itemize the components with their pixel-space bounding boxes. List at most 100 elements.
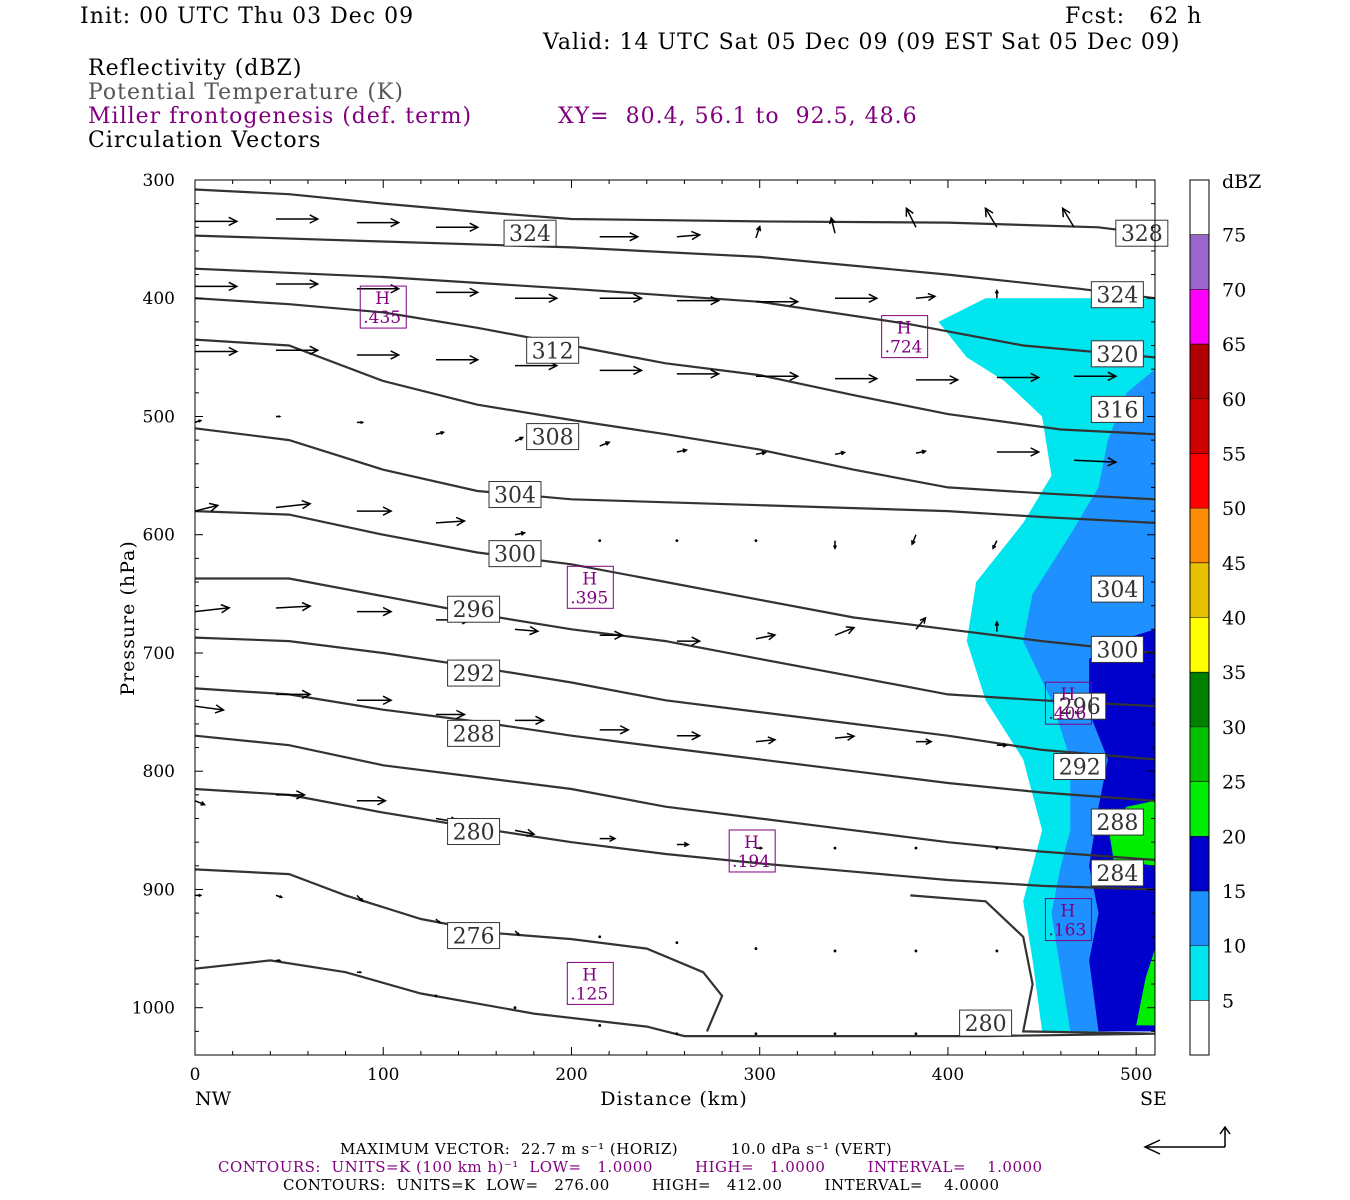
circulation-vector-head — [683, 841, 690, 848]
y-tick-label: 700 — [143, 644, 175, 664]
circulation-vector-head — [278, 959, 282, 962]
x-left-endpoint: NW — [195, 1088, 232, 1110]
frontogenesis-max-box — [359, 285, 407, 329]
theta-label: 300 — [1096, 638, 1138, 663]
theta-label: 308 — [532, 426, 574, 451]
y-tick-label: 600 — [143, 526, 175, 546]
theta-label: 296 — [453, 598, 495, 623]
circulation-vector — [834, 735, 855, 739]
circulation-vector-head — [949, 375, 960, 385]
valid-time: Valid: 14 UTC Sat 05 Dec 09 (09 EST Sat … — [543, 30, 1181, 55]
frontogenesis-max-value: .163 — [1048, 921, 1086, 941]
circulation-vector-head — [301, 601, 312, 612]
colorbar-swatch — [1190, 234, 1209, 290]
x-tick-label: 0 — [190, 1065, 201, 1085]
colorbar-level-label: 60 — [1222, 389, 1246, 411]
frontogenesis-max-label: H — [375, 289, 390, 309]
circulation-vector-head — [456, 709, 467, 720]
circulation-vector-head — [845, 626, 856, 635]
colorbar-level-label: 15 — [1222, 881, 1246, 903]
circulation-vector-head — [437, 920, 441, 924]
circulation-vector-head — [755, 224, 762, 232]
circulation-vector — [755, 739, 776, 743]
theta-label-box — [1090, 859, 1144, 887]
circulation-vector — [675, 941, 679, 945]
field-label-vectors: Circulation Vectors — [88, 128, 322, 153]
circulation-vector-head — [469, 287, 480, 298]
theta-label: 288 — [453, 722, 495, 747]
circulation-vector — [275, 605, 311, 609]
frontogenesis-max-label: H — [582, 569, 597, 589]
theta-label-box — [526, 423, 580, 451]
colorbar-level-label: 25 — [1222, 772, 1246, 794]
reflectivity-region-20dbz — [1136, 948, 1155, 1026]
circulation-vector-head — [301, 499, 312, 510]
circulation-vector-head — [925, 738, 933, 746]
frontogenesis-max-box — [566, 565, 614, 609]
colorbar-level-label: 65 — [1222, 334, 1246, 356]
theta-contour-line — [194, 297, 1156, 436]
x-tick-label: 100 — [367, 1065, 399, 1085]
colorbar-swatch — [1190, 945, 1209, 1001]
theta-label-box — [503, 219, 557, 247]
y-axis-label: Pressure (hPa) — [117, 540, 139, 696]
frontogenesis-max-box — [881, 315, 929, 359]
theta-label: 292 — [453, 662, 495, 687]
circulation-vector-head — [629, 232, 640, 242]
circulation-vector — [754, 1032, 758, 1036]
circulation-vector-head — [279, 895, 284, 899]
colorbar-swatch — [1190, 836, 1209, 891]
theta-label-box — [1090, 281, 1144, 309]
circulation-vector-head — [1030, 372, 1041, 383]
circulation-vector — [675, 539, 679, 543]
colorbar: 5 10 15 20 25 30 35 40 45 50 55 60 65 70 75 — [1189, 179, 1246, 1056]
circulation-vector — [194, 705, 224, 711]
frontogenesis-max-box — [1044, 681, 1092, 725]
circulation-vector-head — [905, 206, 914, 217]
frontogenesis-max-value: .435 — [363, 308, 401, 328]
colorbar-level-label: 30 — [1222, 717, 1246, 739]
x-tick-label: 400 — [932, 1065, 964, 1085]
circulation-vector — [676, 234, 700, 238]
frontogenesis-contour-info: CONTOURS: UNITS=K (100 km h)⁻¹ LOW= 1.00… — [218, 1158, 1043, 1176]
circulation-vector-head — [1002, 742, 1009, 748]
theta-contour-line — [194, 338, 1156, 501]
circulation-vector-head — [789, 371, 800, 382]
circulation-vector-head — [789, 297, 800, 307]
colorbar-level-label: 10 — [1222, 936, 1246, 958]
circulation-vector-head — [759, 846, 764, 850]
max-vector-info: MAXIMUM VECTOR: 22.7 m s⁻¹ (HORIZ) 10.0 … — [340, 1140, 893, 1158]
colorbar-swatch — [1190, 508, 1209, 563]
circulation-vector-head — [832, 545, 838, 550]
colorbar-swatch — [1190, 726, 1209, 782]
circulation-vector-head — [1061, 206, 1071, 218]
theta-label-box — [1053, 752, 1107, 780]
circulation-vector — [514, 628, 538, 632]
theta-label-box — [1090, 575, 1144, 603]
circulation-vector — [915, 295, 936, 299]
x-tick-label: 200 — [555, 1065, 587, 1085]
theta-label-box — [959, 1009, 1013, 1037]
circulation-vector-head — [529, 625, 540, 636]
frontogenesis-max-box — [566, 961, 614, 1005]
colorbar-swatch — [1190, 289, 1209, 345]
frontogenesis-max-label: H — [897, 319, 912, 339]
circulation-vector-head — [198, 893, 203, 898]
circulation-vector-head — [767, 736, 777, 745]
circulation-vector-head — [382, 695, 393, 706]
colorbar-swatch — [1190, 344, 1209, 399]
circulation-vector-head — [469, 354, 480, 365]
plot-frame — [194, 179, 1156, 1056]
circulation-vector-head — [767, 632, 777, 641]
colorbar-level-label: 45 — [1222, 553, 1246, 575]
colorbar-level-label: 70 — [1222, 279, 1246, 301]
circulation-vector — [435, 520, 465, 524]
colorbar-level-label: 35 — [1222, 662, 1246, 684]
reference-vector-icon — [1143, 1125, 1231, 1155]
theta-label-box — [1090, 635, 1144, 663]
theta-contour-line — [194, 687, 1156, 802]
circulation-vector-head — [208, 502, 220, 512]
circulation-vector-head — [377, 796, 388, 806]
y-tick-label: 300 — [143, 171, 175, 191]
theta-label: 300 — [494, 543, 536, 568]
